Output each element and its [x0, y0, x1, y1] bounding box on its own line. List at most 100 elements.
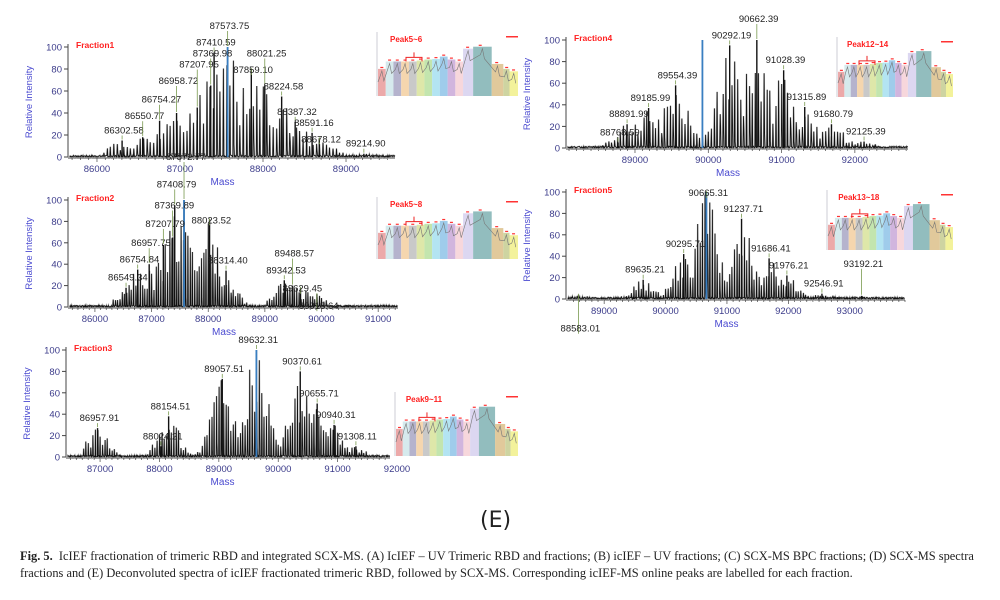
inset-legend-marker: [506, 36, 518, 38]
inset-bracket: [851, 208, 869, 218]
x-axis-label: Mass: [715, 319, 739, 330]
peak-label: 91976.21: [769, 260, 809, 271]
peak-label: 88154.51: [151, 401, 191, 412]
inset-fraction-bar: [841, 217, 849, 250]
fraction-title: Fraction1: [76, 40, 115, 50]
peak-label: 88021.25: [247, 49, 287, 60]
inset-bracket: [418, 412, 436, 422]
inset-fraction-bar: [447, 59, 456, 96]
y-tick-label: 40: [549, 100, 560, 111]
inset-bar-marker: [431, 418, 435, 420]
peak-label: 91028.39: [766, 55, 806, 66]
inset-fraction-bar: [907, 52, 917, 97]
peak-label: 87572.77: [166, 152, 206, 163]
y-tick-label: 0: [57, 303, 62, 314]
inset-bar-marker: [871, 61, 875, 64]
inset-bar-marker: [466, 211, 470, 213]
inset-bar-marker: [403, 59, 407, 61]
x-tick-label: 91000: [365, 314, 391, 325]
inset-fraction-bar: [903, 205, 913, 250]
inset-bar-marker: [478, 44, 482, 46]
peak-label: 90662.39: [739, 14, 779, 25]
y-tick-label: 40: [51, 109, 62, 120]
inset-fraction-bar: [931, 67, 941, 97]
peak-label: 87410.59: [196, 38, 236, 49]
inset-bar-marker: [948, 72, 952, 74]
peak-label: 87207.79: [145, 219, 185, 230]
inset-bar-marker: [858, 62, 862, 65]
x-tick-label: 92000: [775, 306, 801, 317]
inset-bar-marker: [506, 426, 510, 429]
inset-fraction-bar: [848, 217, 856, 250]
x-tick-label: 88000: [195, 314, 221, 325]
y-tick-label: 100: [544, 36, 560, 47]
inset-peak-label: Peak12~14: [847, 40, 889, 49]
y-tick-label: 60: [549, 230, 560, 241]
peak-label: 88678.12: [301, 134, 341, 145]
peak-label: 89629.45: [283, 284, 323, 295]
inset-fraction-bar: [447, 223, 456, 259]
peak-label: 90292.19: [712, 30, 752, 41]
y-tick-label: 0: [555, 144, 560, 155]
inset-bar-marker: [466, 46, 470, 48]
inset-fraction-bar: [432, 59, 440, 96]
inset-fraction-bar: [862, 216, 870, 250]
inset-fraction-bar: [503, 232, 510, 259]
inset-fraction-bar: [443, 419, 450, 456]
x-tick-label: 90000: [308, 314, 334, 325]
peak-label: 89554.39: [658, 70, 698, 81]
x-axis-label: Mass: [212, 327, 236, 338]
x-tick-label: 92000: [842, 155, 868, 166]
x-tick-label: 93000: [837, 306, 863, 317]
caption-label: Fig. 5.: [20, 549, 53, 563]
y-axis-label: Relative Intensity: [22, 367, 33, 440]
inset-bar-marker: [932, 218, 936, 220]
peak-label: 88024.21: [143, 431, 183, 442]
spectrum-panel-4: 0 20 40 60 80 100 89000 90000 91000 92000 Mass Rela…: [522, 14, 957, 179]
peak-label: 90655.71: [299, 389, 339, 400]
inset-trace: [837, 51, 952, 87]
inset-bar-marker: [451, 414, 455, 416]
inset-bar-marker: [418, 222, 422, 224]
inset-fraction-bar: [396, 428, 403, 456]
y-tick-label: 0: [55, 453, 60, 464]
inset-fraction-bar: [495, 423, 506, 456]
y-tick-label: 40: [549, 252, 560, 263]
inset-bar-marker: [897, 61, 901, 63]
inset-bar-marker: [380, 230, 384, 233]
inset-fraction-bar: [393, 225, 402, 259]
peak-label: 87573.75: [210, 21, 250, 32]
inset-fraction-bar: [473, 211, 492, 259]
y-tick-label: 0: [555, 295, 560, 306]
peak-label: 87408.79: [157, 179, 197, 190]
spectrum-trace: [567, 194, 905, 301]
x-tick-label: 87000: [138, 314, 164, 325]
inset-fraction-bar: [408, 225, 417, 259]
inset-fraction-bar: [509, 71, 518, 96]
inset-bar-marker: [903, 62, 907, 65]
inset-bar-marker: [920, 49, 924, 51]
inset-bar-marker: [465, 419, 469, 421]
inset-peak-label: Peak9~11: [406, 395, 443, 404]
peak-label: 88387.32: [277, 107, 317, 118]
y-tick-label: 20: [49, 431, 60, 442]
inset-bar-marker: [884, 60, 888, 62]
icief-inset: Peak5~6: [372, 30, 522, 102]
x-axis-label: Mass: [211, 477, 235, 488]
inset-bar-marker: [871, 214, 875, 216]
peak-label: 88314.40: [208, 256, 248, 267]
inset-fraction-bar: [895, 63, 902, 97]
peak-label: 87859.10: [233, 65, 273, 76]
fraction-title: Fraction3: [74, 343, 113, 353]
peak-label: 90940.31: [316, 410, 356, 421]
inset-fraction-bar: [478, 406, 496, 456]
spectrum-panel-3: 0 20 40 60 80 100 87000 88000 89000 90000 91000 920…: [22, 335, 522, 488]
inset-bar-marker: [885, 211, 889, 213]
fraction-title: Fraction2: [76, 193, 115, 203]
peak-label: 86958.72: [159, 76, 199, 87]
inset-peak-label: Peak13~18: [838, 193, 880, 202]
inset-fraction-bar: [455, 225, 464, 259]
y-tick-label: 40: [49, 410, 60, 421]
peak-label: 91308.11: [338, 431, 377, 442]
peak-label: 92546.91: [804, 279, 844, 290]
